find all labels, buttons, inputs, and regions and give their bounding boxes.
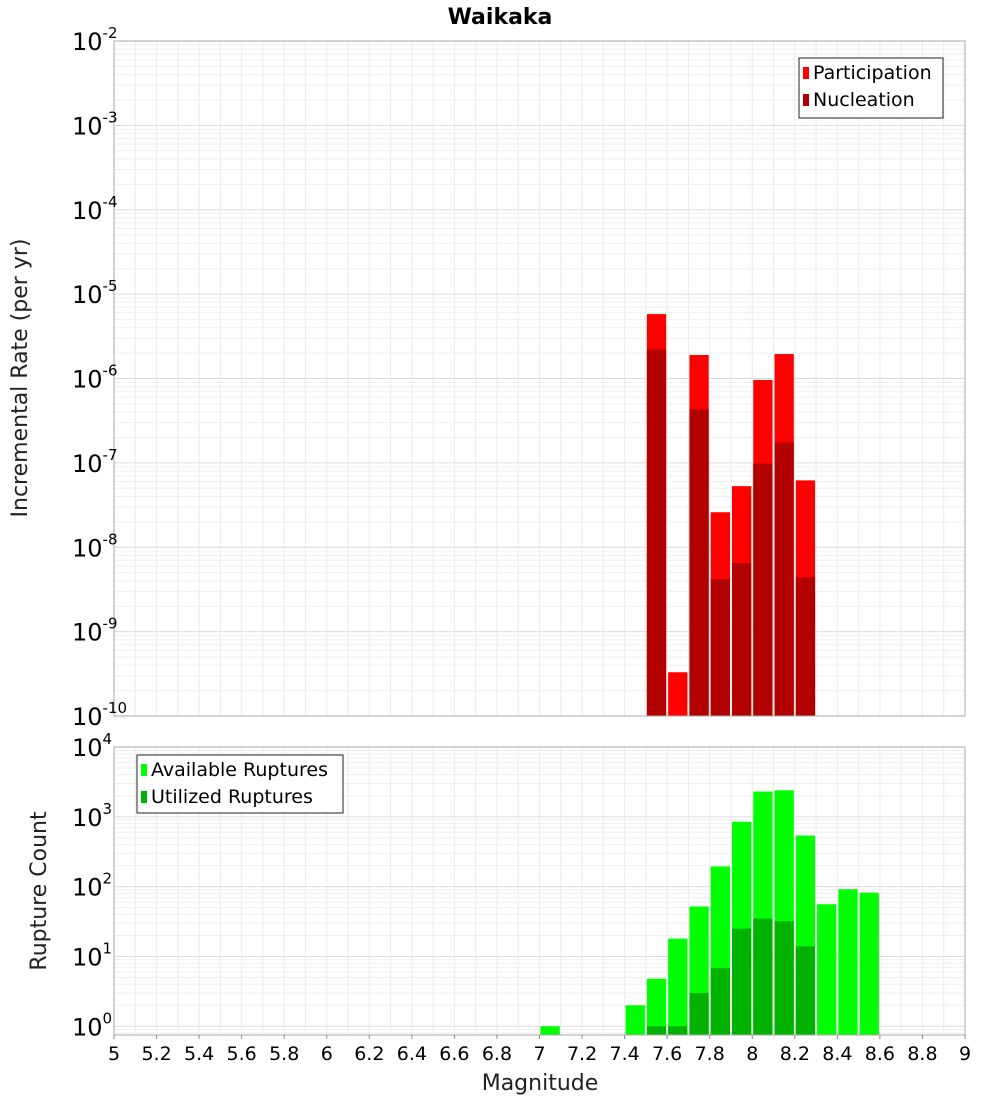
x-tick-label: 7.2 xyxy=(567,1043,597,1065)
y-tick-label: 102 xyxy=(72,870,112,902)
plot-frame xyxy=(113,40,966,717)
y-tick-label: 10-9 xyxy=(72,615,118,647)
x-tick-label: 6 xyxy=(321,1043,333,1065)
bar xyxy=(817,904,837,1035)
bar xyxy=(753,463,773,716)
legend-box xyxy=(798,57,944,119)
x-tick-label: 5.8 xyxy=(269,1043,299,1065)
bar xyxy=(646,1026,667,1035)
y-tick-label: 10-7 xyxy=(72,446,118,478)
bar xyxy=(689,409,709,716)
y-tick-label: 10-4 xyxy=(72,193,118,225)
y-tick-label: 10-5 xyxy=(72,277,118,309)
chart-title: Waikaka xyxy=(448,5,553,30)
bar xyxy=(668,672,688,716)
x-tick-label: 5.4 xyxy=(184,1043,214,1065)
legend-swatch xyxy=(141,791,147,803)
bar xyxy=(710,968,730,1035)
x-tick-label: 6.2 xyxy=(354,1043,384,1065)
bar xyxy=(774,442,794,716)
y-tick-label: 10-10 xyxy=(72,699,127,731)
x-tick-label: 8.4 xyxy=(822,1043,852,1065)
x-tick-label: 7 xyxy=(533,1043,545,1065)
y-tick-labels: 10-2 10-3 10-4 10-5 10-6 10-7 10-8 10-9 10-10 xyxy=(72,24,127,731)
series-utilized-ruptures xyxy=(646,918,816,1035)
series-nucleation xyxy=(646,349,816,716)
x-axis-label: Magnitude xyxy=(482,1071,599,1096)
x-tick-label: 7.6 xyxy=(652,1043,682,1065)
x-tick-label: 5.2 xyxy=(141,1043,171,1065)
legend-swatch xyxy=(803,67,809,79)
bar xyxy=(774,921,794,1035)
y-tick-label: 10-6 xyxy=(72,362,118,394)
y-tick-label: 10-3 xyxy=(72,108,118,140)
x-tick-label: 6.4 xyxy=(397,1043,427,1065)
bar xyxy=(859,892,879,1035)
y-tick-labels: 104 103 102 101 100 xyxy=(72,730,112,1041)
bar xyxy=(731,928,752,1035)
bar xyxy=(646,349,667,716)
legend: Available Ruptures Utilized Ruptures xyxy=(136,754,344,814)
bar xyxy=(668,1026,688,1035)
x-tick-labels: 5 5.2 5.4 5.6 5.8 6 6.2 6.4 6.6 6.8 7 7.2 7.4 7.6 7.8 8… xyxy=(108,1035,971,1065)
bar xyxy=(689,992,709,1035)
bar xyxy=(625,1005,645,1035)
x-tick-label: 8 xyxy=(746,1043,758,1065)
x-tick-label: 8.2 xyxy=(780,1043,810,1065)
bottom-y-axis-label: Rupture Count xyxy=(27,811,52,971)
legend-label: Utilized Ruptures xyxy=(151,786,313,808)
y-tick-label: 103 xyxy=(72,800,112,832)
rate-panel: 10-2 10-3 10-4 10-5 10-6 10-7 10-8 10-9 10-10 Par… xyxy=(72,24,966,731)
x-tick-label: 8.8 xyxy=(907,1043,937,1065)
bar xyxy=(731,563,752,716)
x-tick-label: 6.6 xyxy=(439,1043,469,1065)
bar xyxy=(668,938,688,1035)
y-tick-label: 10-8 xyxy=(72,530,118,562)
x-tick-label: 7.8 xyxy=(695,1043,725,1065)
legend-swatch xyxy=(803,94,809,106)
grid xyxy=(113,746,966,1035)
x-tick-label: 6.8 xyxy=(482,1043,512,1065)
legend-label: Participation xyxy=(813,62,932,84)
legend-box xyxy=(136,754,344,814)
bar xyxy=(795,946,816,1035)
y-tick-label: 104 xyxy=(72,730,112,762)
x-tick-label: 5 xyxy=(108,1043,120,1065)
y-tick-label: 10-2 xyxy=(72,24,118,56)
legend-label: Available Ruptures xyxy=(151,759,328,781)
y-tick-label: 100 xyxy=(72,1009,112,1041)
bar xyxy=(753,918,773,1035)
bar xyxy=(646,978,667,1035)
bar xyxy=(540,1026,560,1035)
top-y-axis-label: Incremental Rate (per yr) xyxy=(8,239,33,518)
bar xyxy=(838,889,858,1035)
bar xyxy=(795,577,816,716)
grid xyxy=(113,40,966,717)
bar xyxy=(710,579,730,716)
x-tick-label: 7.4 xyxy=(609,1043,639,1065)
legend-label: Nucleation xyxy=(813,89,915,111)
x-tick-label: 8.6 xyxy=(865,1043,895,1065)
x-tick-label: 9 xyxy=(959,1043,971,1065)
y-tick-label: 101 xyxy=(72,939,112,971)
x-tick-label: 5.6 xyxy=(227,1043,257,1065)
legend: Participation Nucleation xyxy=(798,57,944,119)
legend-swatch xyxy=(141,764,147,776)
